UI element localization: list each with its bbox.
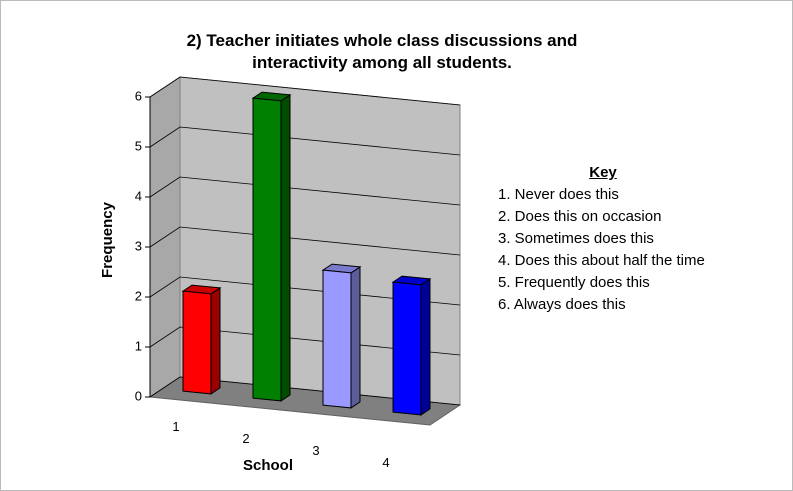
key-item: 2. Does this on occasion	[498, 208, 662, 225]
y-tick-label: 2	[135, 288, 142, 303]
bar	[181, 284, 222, 395]
y-axis-label: Frequency	[99, 201, 116, 278]
y-tick-label: 6	[135, 88, 142, 103]
bar-side	[280, 93, 291, 402]
grid-line	[149, 176, 461, 206]
y-tick-label: 4	[135, 188, 142, 203]
grid-line	[149, 276, 461, 306]
key-item: 1. Never does this	[498, 186, 619, 203]
bar	[391, 275, 432, 416]
y-tick-label: 3	[135, 238, 142, 253]
bar-side	[210, 286, 221, 395]
bar-front	[392, 281, 422, 416]
bar-front	[182, 290, 212, 395]
x-axis-label: School	[243, 457, 293, 474]
key-title: Key	[589, 164, 617, 181]
bar	[251, 91, 292, 402]
key-item: 5. Frequently does this	[498, 274, 650, 291]
grid-line	[149, 126, 461, 156]
bar-front	[322, 269, 352, 409]
key-item: 3. Sometimes does this	[498, 230, 654, 247]
y-tick-label: 0	[135, 388, 142, 403]
x-tick-label: 1	[172, 419, 179, 434]
x-tick-label: 4	[382, 455, 389, 470]
grid-line	[149, 76, 461, 106]
y-tick-label: 1	[135, 338, 142, 353]
key: Key 1. Never does this 2. Does this on oc…	[498, 162, 708, 316]
bar-front	[252, 97, 282, 402]
grid-line	[149, 376, 461, 406]
x-tick-label: 2	[242, 431, 249, 446]
y-tick-label: 5	[135, 138, 142, 153]
grid-line	[149, 326, 461, 356]
bar-side	[350, 265, 361, 409]
bar-side	[420, 277, 431, 416]
key-item: 6. Always does this	[498, 296, 626, 313]
grid-line	[149, 226, 461, 256]
chart-title: 2) Teacher initiates whole class discuss…	[186, 31, 578, 72]
key-item: 4. Does this about half the time	[498, 252, 705, 269]
x-tick-label: 3	[312, 443, 319, 458]
bar	[321, 263, 362, 409]
